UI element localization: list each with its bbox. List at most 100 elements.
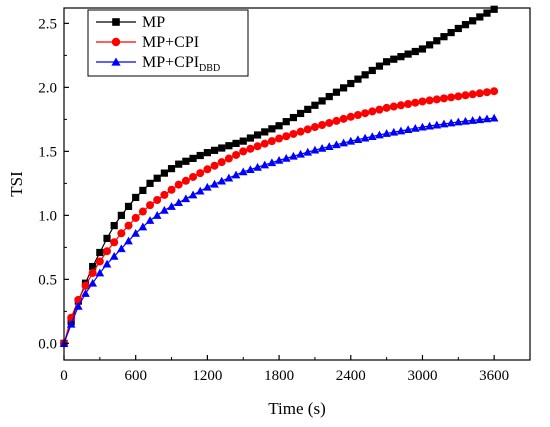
data-point [174, 198, 184, 207]
data-point [432, 95, 441, 104]
data-point [96, 248, 104, 257]
data-point [304, 105, 312, 113]
y-tick-label: 0.0 [38, 336, 57, 352]
data-point [310, 145, 320, 154]
data-point [396, 101, 405, 110]
data-point [146, 179, 154, 187]
data-point [347, 79, 355, 88]
x-tick-label: 2400 [336, 368, 366, 384]
data-point [318, 120, 327, 129]
data-point [396, 126, 406, 135]
data-point [110, 238, 119, 247]
data-point [167, 202, 176, 210]
data-point [475, 89, 484, 98]
data-point [275, 122, 283, 130]
data-point [253, 131, 262, 139]
data-point [210, 179, 219, 188]
x-tick-label: 3600 [479, 368, 509, 384]
y-tick-label: 2.0 [38, 80, 57, 96]
data-point [246, 165, 255, 173]
data-point [138, 222, 148, 231]
data-point [160, 190, 169, 199]
data-point [368, 107, 377, 116]
data-point [210, 146, 219, 154]
data-point [203, 165, 212, 174]
data-point [439, 119, 449, 128]
data-point [439, 94, 448, 103]
data-point [375, 130, 384, 139]
data-point [353, 111, 362, 120]
data-point [325, 118, 334, 127]
data-point [418, 97, 427, 106]
data-point [360, 133, 370, 142]
data-point [282, 118, 290, 126]
y-tick-label: 2.5 [38, 16, 57, 32]
x-tick-label: 1200 [192, 368, 222, 384]
data-point [153, 196, 162, 204]
data-point [332, 88, 341, 96]
data-point [246, 134, 254, 142]
data-point [389, 102, 398, 111]
data-point [476, 13, 484, 21]
data-point [95, 257, 104, 266]
data-point [132, 193, 140, 202]
data-point [232, 150, 241, 159]
data-point [103, 247, 112, 256]
data-point [282, 132, 291, 141]
data-point [375, 105, 384, 114]
data-point [397, 53, 405, 61]
series-triangle [59, 113, 499, 347]
data-point [433, 37, 441, 45]
data-point [404, 50, 412, 58]
data-point [225, 142, 233, 150]
data-point [303, 125, 312, 134]
data-point [174, 180, 183, 189]
data-point [138, 207, 147, 216]
data-point [346, 112, 355, 121]
data-point [404, 100, 413, 108]
data-point [117, 244, 126, 253]
data-point [246, 144, 255, 153]
data-point [354, 75, 362, 83]
y-tick-label: 1.0 [38, 208, 57, 224]
data-point [310, 123, 319, 132]
legend-label: MP+CPIDBD [142, 54, 220, 74]
legend-entry: MP+CPIDBD [96, 54, 220, 74]
data-point [389, 127, 399, 136]
data-point [490, 5, 498, 13]
data-point [461, 21, 470, 29]
data-point [189, 154, 197, 162]
data-point [110, 222, 118, 230]
data-point [203, 149, 211, 157]
data-point [109, 252, 119, 260]
data-point [426, 41, 434, 49]
data-point [131, 228, 141, 237]
data-point [281, 153, 291, 162]
series-layer [59, 5, 499, 348]
legend-label: MP+CPI [142, 34, 199, 51]
data-point [317, 143, 327, 152]
data-point [153, 174, 161, 182]
data-point [224, 173, 234, 182]
data-point [469, 17, 477, 25]
data-point [383, 58, 391, 66]
data-point [218, 144, 226, 152]
data-point [124, 221, 133, 230]
data-point [490, 87, 499, 96]
data-point [102, 259, 112, 268]
data-point [468, 90, 477, 99]
data-point [117, 211, 125, 219]
data-point [425, 121, 434, 130]
data-point [239, 137, 247, 145]
data-point [361, 71, 369, 79]
data-point [88, 278, 97, 287]
data-point [447, 93, 456, 102]
data-point [382, 129, 391, 137]
data-point [189, 172, 198, 181]
data-point [232, 139, 240, 148]
data-point [289, 129, 298, 138]
data-point [346, 136, 356, 145]
data-point [324, 142, 334, 150]
data-point [152, 211, 162, 219]
